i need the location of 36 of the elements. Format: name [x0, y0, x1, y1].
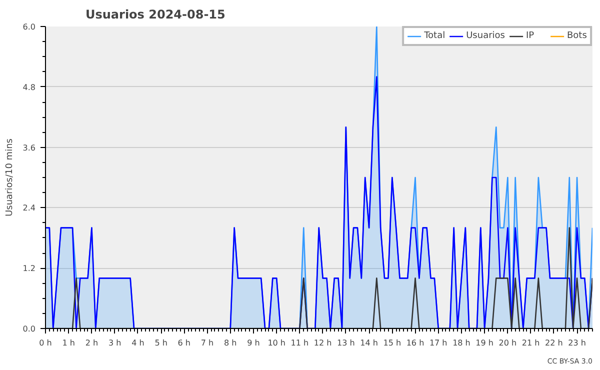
y-tick-label: 4.8: [22, 82, 36, 92]
x-tick-label: 16 h: [406, 338, 424, 348]
x-tick-label: 7 h: [200, 338, 214, 348]
legend-label: Usuarios: [466, 31, 505, 41]
y-tick-label: 2.4: [22, 204, 36, 213]
x-tick-label: 20 h: [498, 338, 517, 348]
x-tick-label: 17 h: [429, 338, 448, 348]
x-tick-label: 23 h: [568, 338, 586, 348]
x-tick-label: 6 h: [178, 338, 191, 348]
x-tick-label: 5 h: [154, 338, 168, 348]
x-tick-label: 9 h: [247, 338, 260, 348]
x-tick-label: 1 h: [62, 338, 75, 348]
x-tick-label: 11 h: [290, 338, 309, 348]
x-tick-label: 10 h: [268, 338, 286, 348]
x-tick-label: 8 h: [224, 338, 237, 348]
x-tick-label: 3 h: [108, 338, 122, 348]
legend-label: Bots: [567, 31, 587, 41]
x-tick-label: 22 h: [545, 338, 563, 348]
y-tick-label: 6.0: [22, 22, 36, 32]
x-tick-label: 21 h: [522, 338, 540, 348]
x-tick-label: 15 h: [383, 338, 402, 348]
x-tick-label: 2 h: [85, 338, 98, 348]
y-tick-label: 0.0: [22, 324, 36, 334]
x-tick-label: 0 h: [39, 338, 52, 348]
y-tick-label: 1.2: [22, 264, 36, 274]
x-tick-label: 4 h: [132, 338, 144, 348]
legend-label: Total: [424, 31, 446, 41]
legend-label: IP: [526, 31, 536, 41]
x-tick-label: 13 h: [337, 338, 355, 348]
x-tick-label: 18 h: [452, 338, 470, 348]
x-tick-label: 12 h: [314, 338, 332, 348]
y-tick-label: 3.6: [22, 143, 36, 152]
y-axis-title: Usuarios/10 mins: [4, 138, 15, 216]
x-tick-label: 19 h: [476, 338, 494, 348]
chart-title: Usuarios 2024-08-15: [86, 8, 226, 22]
x-tick-label: 14 h: [360, 338, 378, 348]
